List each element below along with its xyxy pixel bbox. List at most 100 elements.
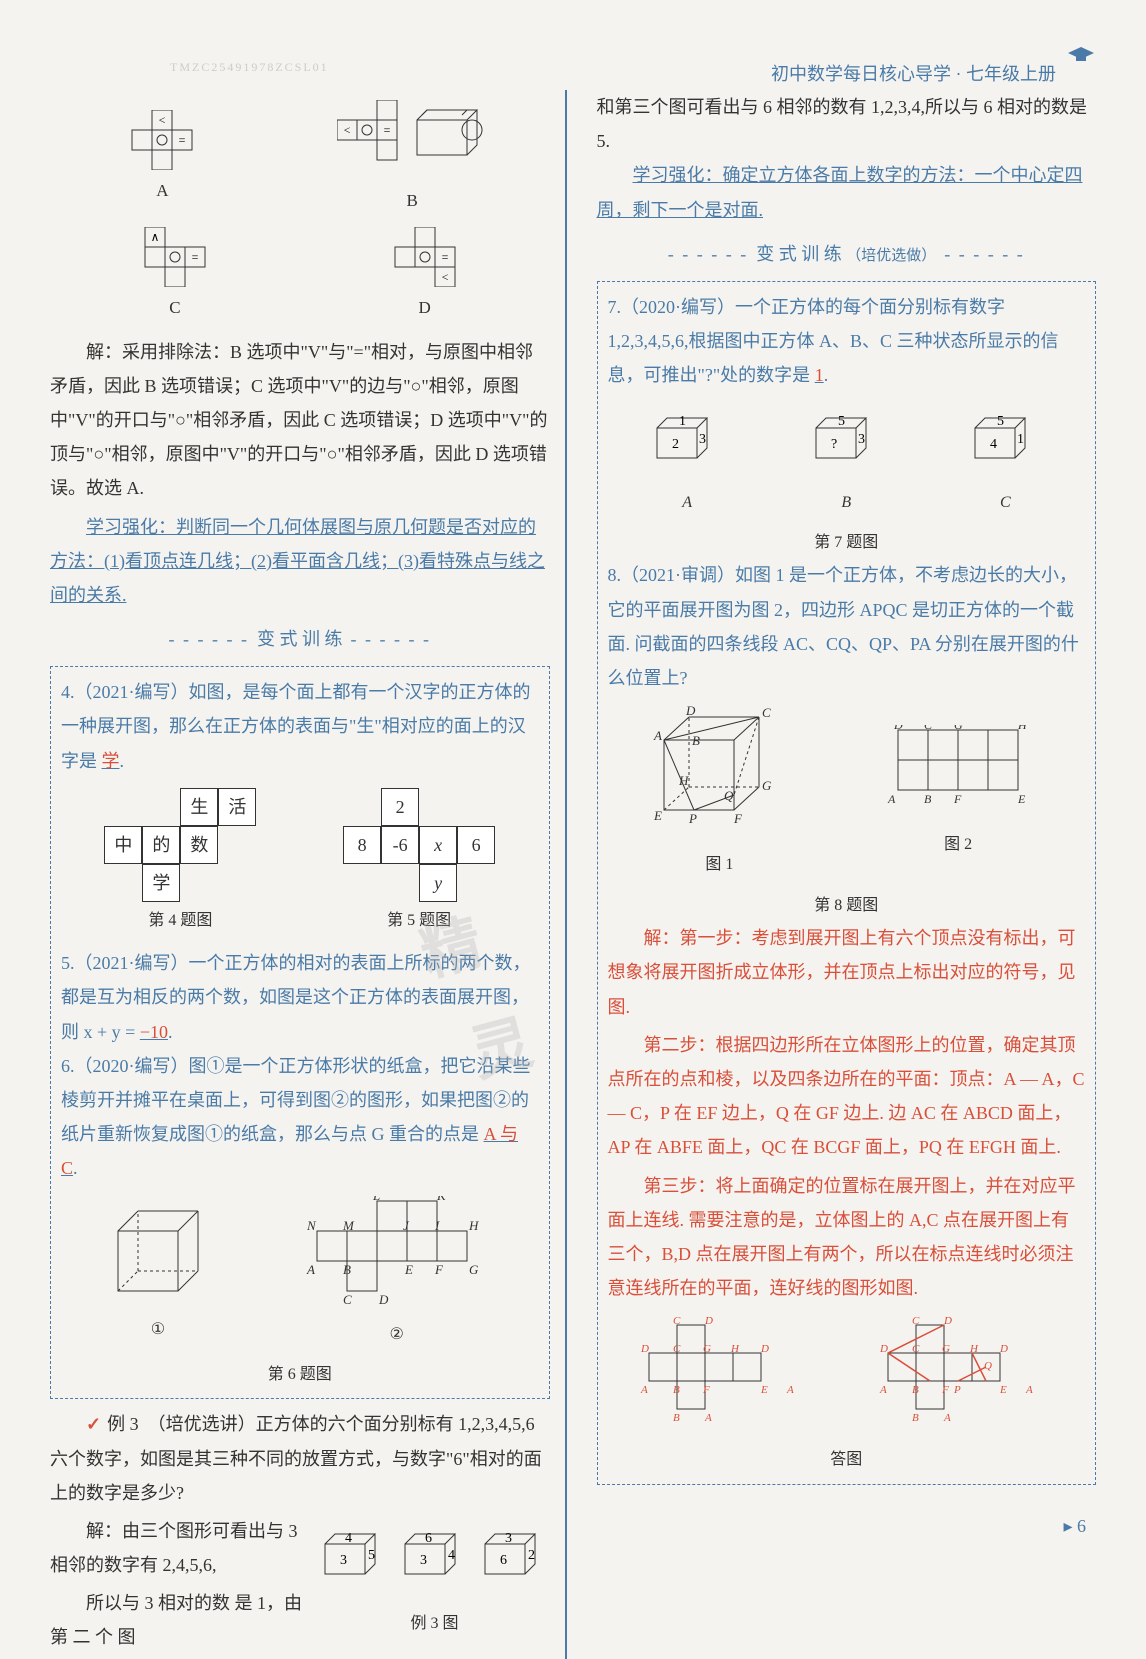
svg-text:G: G — [469, 1262, 479, 1277]
svg-text:∧: ∧ — [150, 230, 159, 244]
q8-answer-fig2: CD DCGHD QP ABFEA BA — [866, 1315, 1066, 1435]
q8-fig2: DCGH ABFE 图 2 — [868, 725, 1048, 861]
svg-text:K: K — [436, 1196, 447, 1203]
variant-title-right: 变 式 训 练 （培优选做） — [597, 237, 1097, 271]
example3-sol-p2: 所以与 3 相对的数 是 1，由 第 二 个 图 — [50, 1586, 310, 1654]
example3-row: 解：由三个图形可看出与 3 相邻的数字有 2,4,5,6, 所以与 3 相对的数… — [50, 1514, 550, 1659]
svg-text:=: = — [179, 133, 186, 147]
q4-caption: 第 4 题图 — [104, 906, 256, 936]
variant-box-left: 4.（2021·编写）如图，是每个面上都有一个汉字的正方体的一种展开图，那么在正… — [50, 666, 550, 1399]
svg-text:H: H — [730, 1343, 740, 1355]
svg-text:H: H — [1017, 725, 1028, 732]
svg-text:=: = — [441, 250, 448, 264]
svg-text:A: A — [887, 792, 896, 806]
watermark-code: TMZC25491978ZCSL01 — [170, 60, 329, 75]
svg-text:G: G — [942, 1343, 950, 1355]
page-number: ▸ 6 — [1063, 1516, 1086, 1537]
svg-text:A: A — [879, 1384, 887, 1396]
q8-figs: ABCD EFGH PQ 图 1 DCGH — [608, 705, 1086, 881]
svg-text:I: I — [434, 1218, 440, 1233]
svg-text:B: B — [673, 1412, 680, 1424]
book-title: 初中数学每日核心导学 · 七年级上册 — [771, 60, 1056, 86]
svg-text:5: 5 — [368, 1548, 375, 1563]
option-row-1: <= A <= B — [50, 100, 550, 217]
q4-q5-figs: 生活 中的数 学 第 4 题图 2 8-6x6 y 第 5 题图 — [61, 788, 539, 936]
option-a: <= A — [112, 110, 212, 207]
svg-text:A: A — [943, 1412, 951, 1424]
q7-text: 7.（2020·编写）一个正方体的每个面分别标有数字 1,2,3,4,5,6,根… — [608, 290, 1086, 393]
svg-text:=: = — [191, 250, 198, 264]
right-column: 和第三个图可看出与 6 相邻的数有 1,2,3,4,所以与 6 相对的数是 5.… — [587, 90, 1097, 1659]
svg-text:6: 6 — [425, 1531, 432, 1546]
svg-text:4: 4 — [448, 1548, 455, 1563]
grad-cap-icon — [1066, 45, 1096, 65]
option-d: =< D — [375, 227, 475, 324]
svg-text:G: G — [703, 1343, 711, 1355]
svg-text:D: D — [879, 1343, 888, 1355]
continuation: 和第三个图可看出与 6 相邻的数有 1,2,3,4,所以与 6 相对的数是 5. — [597, 90, 1097, 158]
svg-text:D: D — [378, 1292, 389, 1307]
q8-fig1: ABCD EFGH PQ 图 1 — [644, 705, 794, 881]
svg-text:3: 3 — [505, 1531, 512, 1546]
svg-text:3: 3 — [420, 1553, 427, 1568]
svg-text:=: = — [384, 123, 391, 137]
svg-text:B: B — [924, 792, 932, 806]
svg-text:E: E — [999, 1384, 1007, 1396]
option-c: ∧= C — [125, 227, 225, 324]
q6-caption: 第 6 题图 — [61, 1360, 539, 1390]
svg-text:C: C — [762, 705, 771, 720]
svg-text:F: F — [434, 1262, 444, 1277]
svg-text:D: D — [999, 1343, 1008, 1355]
svg-text:H: H — [468, 1218, 479, 1233]
variant-box-right: 7.（2020·编写）一个正方体的每个面分别标有数字 1,2,3,4,5,6,根… — [597, 281, 1097, 1485]
q8-caption: 第 8 题图 — [608, 891, 1086, 921]
svg-text:2: 2 — [672, 437, 679, 452]
svg-text:B: B — [343, 1262, 351, 1277]
q8-sol-p2: 第二步：根据四边形所在立体图形上的位置，确定其顶点所在的点和棱，以及四条边所在的… — [608, 1028, 1086, 1165]
svg-text:L: L — [372, 1196, 380, 1203]
svg-text:<: < — [344, 123, 351, 137]
svg-text:G: G — [762, 778, 772, 793]
q7-cubes: 123 A 5?3 B 541 C — [608, 403, 1086, 519]
example3-sol-p1: 解：由三个图形可看出与 3 相邻的数字有 2,4,5,6, — [50, 1514, 310, 1582]
q7-caption: 第 7 题图 — [608, 528, 1086, 558]
svg-text:A: A — [306, 1262, 315, 1277]
svg-text:<: < — [441, 270, 448, 284]
svg-text:C: C — [924, 725, 933, 732]
q8-answer-figs: CD DCGHD ABFEA BA — [608, 1315, 1086, 1435]
study-enhance: 学习强化：判断同一个几何体展图与原几何题是否对应的方法：(1)看顶点连几线；(2… — [50, 510, 550, 613]
svg-text:A: A — [704, 1412, 712, 1424]
svg-text:G: G — [954, 725, 963, 732]
q8-sol-p3: 第三步：将上面确定的位置标在展开图上，并在对应平面上连线. 需要注意的是，立体图… — [608, 1169, 1086, 1306]
svg-text:D: D — [760, 1343, 769, 1355]
example3-caption: 例 3 图 — [320, 1609, 550, 1639]
svg-text:4: 4 — [345, 1531, 352, 1546]
q4-net: 生活 中的数 学 第 4 题图 — [104, 788, 256, 936]
svg-text:D: D — [943, 1315, 952, 1327]
q6-figs: ① LK NMJIH ABEFG CD — [61, 1196, 539, 1350]
svg-text:E: E — [404, 1262, 413, 1277]
svg-text:F: F — [733, 811, 743, 826]
svg-text:N: N — [306, 1218, 317, 1233]
svg-text:B: B — [673, 1384, 680, 1396]
variant-title: 变 式 训 练 — [50, 622, 550, 656]
svg-text:B: B — [912, 1384, 919, 1396]
svg-text:A: A — [653, 728, 662, 743]
q4-text: 4.（2021·编写）如图，是每个面上都有一个汉字的正方体的一种展开图，那么在正… — [61, 675, 539, 778]
svg-text:4: 4 — [990, 437, 997, 452]
svg-text:H: H — [678, 773, 689, 788]
svg-text:M: M — [342, 1218, 355, 1233]
q8-sol-p1: 解：第一步：考虑到展开图上有六个顶点没有标出，可想象将展开图折成立体形，并在顶点… — [608, 921, 1086, 1024]
svg-text:2: 2 — [528, 1548, 535, 1563]
svg-text:1: 1 — [679, 414, 686, 429]
q8-answer-caption: 答图 — [608, 1445, 1086, 1475]
option-b: <= B — [337, 100, 487, 217]
svg-text:C: C — [343, 1292, 352, 1307]
svg-text:E: E — [760, 1384, 768, 1396]
svg-text:3: 3 — [858, 432, 865, 447]
svg-text:5: 5 — [997, 414, 1004, 429]
svg-text:<: < — [159, 113, 166, 127]
explanation: 解：采用排除法：B 选项中"V"与"="相对，与原图中相邻矛盾，因此 B 选项错… — [50, 335, 550, 506]
q5-caption: 第 5 题图 — [343, 906, 495, 936]
svg-text:B: B — [912, 1412, 919, 1424]
